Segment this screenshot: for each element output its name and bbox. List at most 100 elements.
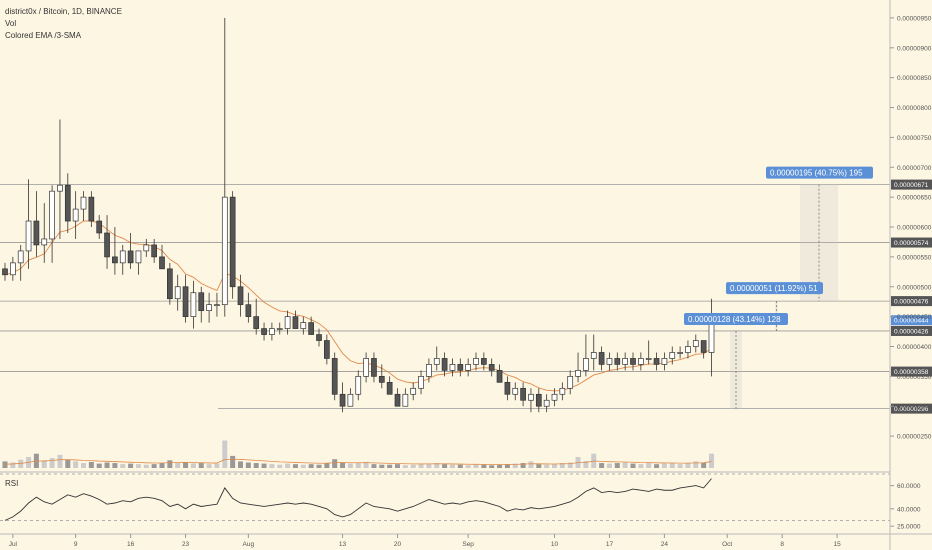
- candle-body: [174, 286, 181, 300]
- volume-bar: [340, 462, 346, 468]
- candle-body: [669, 352, 676, 359]
- volume-bar: [677, 464, 683, 468]
- candle-body: [653, 358, 660, 365]
- rsi-tick-label: 25.0000: [897, 524, 921, 531]
- volume-bar: [449, 464, 455, 468]
- y-tick-label: 0.00000300: [897, 404, 932, 411]
- volume-bar: [128, 463, 134, 468]
- x-tick-label: 20: [394, 541, 402, 548]
- volume-bar: [183, 461, 189, 468]
- volume-bar: [661, 463, 667, 468]
- volume-bar: [654, 464, 660, 468]
- volume-bar: [269, 464, 275, 468]
- x-tick-label: 16: [127, 541, 135, 548]
- y-tick-label: 0.00000250: [897, 434, 932, 441]
- candle-body: [378, 376, 385, 383]
- volume-bar: [693, 461, 699, 468]
- price-tag-label: 0.00000426: [894, 328, 929, 335]
- volume-bar: [324, 463, 330, 468]
- candle-body: [324, 340, 330, 359]
- rsi-tick-label: 60.0000: [897, 483, 921, 490]
- candle-body: [214, 304, 220, 307]
- candle-body: [590, 352, 597, 359]
- x-tick-label: Jul: [9, 541, 18, 548]
- ema-line: [4, 220, 712, 465]
- volume-bar: [151, 464, 157, 468]
- candle-body: [433, 358, 440, 365]
- candle-body: [426, 364, 432, 377]
- candle-body: [637, 358, 644, 365]
- candle-body: [276, 328, 283, 330]
- volume-bar: [512, 463, 518, 468]
- volume-bar: [261, 463, 267, 468]
- candle-body: [481, 358, 487, 365]
- candle-body: [64, 184, 71, 222]
- volume-bar: [135, 464, 141, 468]
- volume-bar: [418, 464, 424, 468]
- volume-bar: [292, 464, 298, 468]
- volume-bar: [410, 464, 416, 468]
- x-tick-label: 13: [339, 541, 347, 548]
- volume-bar: [465, 465, 471, 468]
- volume-bar: [308, 464, 314, 468]
- volume-bar: [120, 464, 126, 468]
- measure-box: [730, 330, 742, 409]
- candle-body: [347, 393, 354, 407]
- volume-bar: [606, 463, 612, 468]
- candle-body: [622, 358, 629, 365]
- x-tick-label: 9: [74, 541, 78, 548]
- volume-bar: [614, 463, 620, 468]
- candle-body: [528, 393, 534, 401]
- y-tick-label: 0.00000850: [897, 75, 932, 82]
- x-tick-label: 10: [551, 541, 559, 548]
- volume-bar: [81, 463, 86, 468]
- volume-bar: [253, 463, 259, 468]
- volume-bar: [630, 463, 636, 468]
- candle-body: [25, 220, 32, 252]
- x-tick-label: 8: [780, 541, 784, 548]
- candle-body: [418, 376, 424, 389]
- candle-body: [33, 220, 40, 246]
- price-tag-box: [891, 179, 932, 190]
- annotation-badge: [766, 166, 873, 179]
- candle-body: [143, 244, 150, 252]
- y-tick-label: 0.00000350: [897, 374, 932, 381]
- y-tick-label: 0.00000950: [897, 15, 932, 22]
- price-levels: 0.00000671 0.00000574 0.00000476 0.00000444…: [0, 179, 932, 414]
- annotation-label: 0.00000128 (43.14%) 128: [688, 315, 781, 324]
- rsi-tick-label: 40.0000: [897, 506, 921, 513]
- price-tag-box: [891, 366, 932, 377]
- y-tick-label: 0.00000500: [897, 284, 932, 291]
- candle-body: [708, 322, 715, 353]
- volume-bar: [88, 461, 94, 468]
- price-tag-box: [891, 315, 932, 326]
- volume-bar: [457, 464, 463, 468]
- x-tick-label: Sep: [462, 541, 474, 548]
- price-tag-label: 0.00000671: [894, 182, 929, 189]
- candle-body: [363, 358, 369, 377]
- annotation-badge: [726, 282, 823, 295]
- candle-body: [402, 393, 409, 407]
- candle-body: [661, 358, 668, 365]
- volume-bar: [583, 460, 589, 468]
- candle-body: [237, 286, 244, 306]
- candle-body: [151, 244, 157, 258]
- candle-body: [449, 364, 456, 371]
- price-tag-label: 0.00000444: [894, 318, 929, 325]
- candle-body: [700, 340, 707, 353]
- x-tick-label: 17: [606, 541, 614, 548]
- volume-bar: [222, 440, 228, 468]
- rsi-indicator-label: RSI: [5, 479, 19, 488]
- price-tag-label: 0.00000574: [894, 240, 929, 247]
- candle-body: [339, 393, 346, 407]
- candle-body: [692, 340, 699, 347]
- candle-body: [190, 292, 197, 317]
- volume-bar: [332, 459, 338, 468]
- volume-bar: [567, 462, 573, 468]
- candles: [2, 17, 715, 413]
- volume-bar: [41, 460, 47, 468]
- annotation-label: 0.00000051 (11.92%) 51: [730, 284, 818, 293]
- annotation-badge: [684, 312, 788, 325]
- candle-body: [316, 334, 322, 341]
